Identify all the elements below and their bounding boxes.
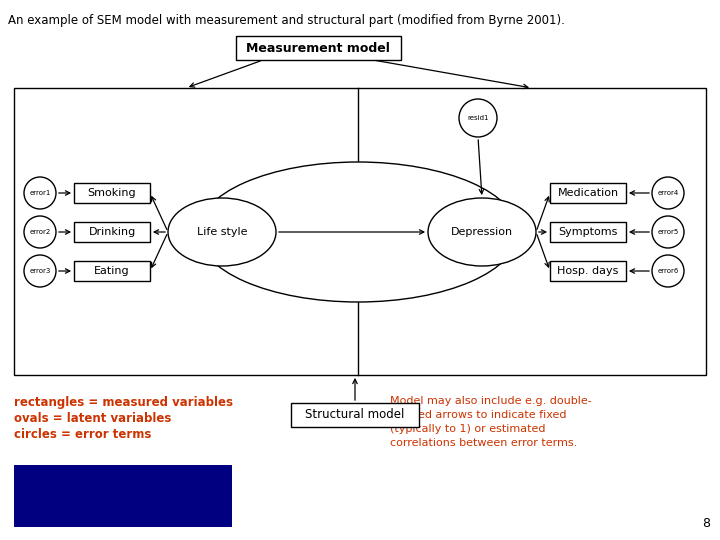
Text: Drinking: Drinking [89,227,135,237]
Bar [74,222,150,242]
Circle shape [652,216,684,248]
Bar [235,36,400,60]
Text: 8: 8 [702,517,710,530]
Text: Life style: Life style [197,227,247,237]
Text: error5: error5 [657,229,679,235]
Text: error3: error3 [30,268,50,274]
Circle shape [652,177,684,209]
Text: Depression: Depression [451,227,513,237]
Text: circles = error terms: circles = error terms [14,428,151,441]
Bar [14,88,706,375]
Bar [74,261,150,281]
Text: error2: error2 [30,229,50,235]
Bar [14,465,232,527]
Text: Structural model: Structural model [305,408,405,422]
Bar [550,183,626,203]
Bar [550,222,626,242]
Text: resid1: resid1 [467,115,489,121]
Text: error4: error4 [657,190,679,196]
Text: Symptoms: Symptoms [558,227,618,237]
Text: Model may also include e.g. double-
headed arrows to indicate fixed
(typically t: Model may also include e.g. double- head… [390,396,592,448]
Bar [550,261,626,281]
Bar [74,183,150,203]
Text: rectangles = measured variables: rectangles = measured variables [14,396,233,409]
Circle shape [24,177,56,209]
Ellipse shape [198,162,518,302]
Bar [291,403,419,427]
Text: An example of SEM model with measurement and structural part (modified from Byrn: An example of SEM model with measurement… [8,14,565,27]
Text: Eating: Eating [94,266,130,276]
Circle shape [652,255,684,287]
Text: error6: error6 [657,268,679,274]
Text: ovals = latent variables: ovals = latent variables [14,412,171,425]
Ellipse shape [168,198,276,266]
Text: Smoking: Smoking [88,188,136,198]
Text: Hosp. days: Hosp. days [557,266,618,276]
Text: error1: error1 [30,190,50,196]
Circle shape [24,255,56,287]
Circle shape [24,216,56,248]
Circle shape [459,99,497,137]
Ellipse shape [428,198,536,266]
Text: Measurement model: Measurement model [246,42,390,55]
Text: Medication: Medication [557,188,618,198]
